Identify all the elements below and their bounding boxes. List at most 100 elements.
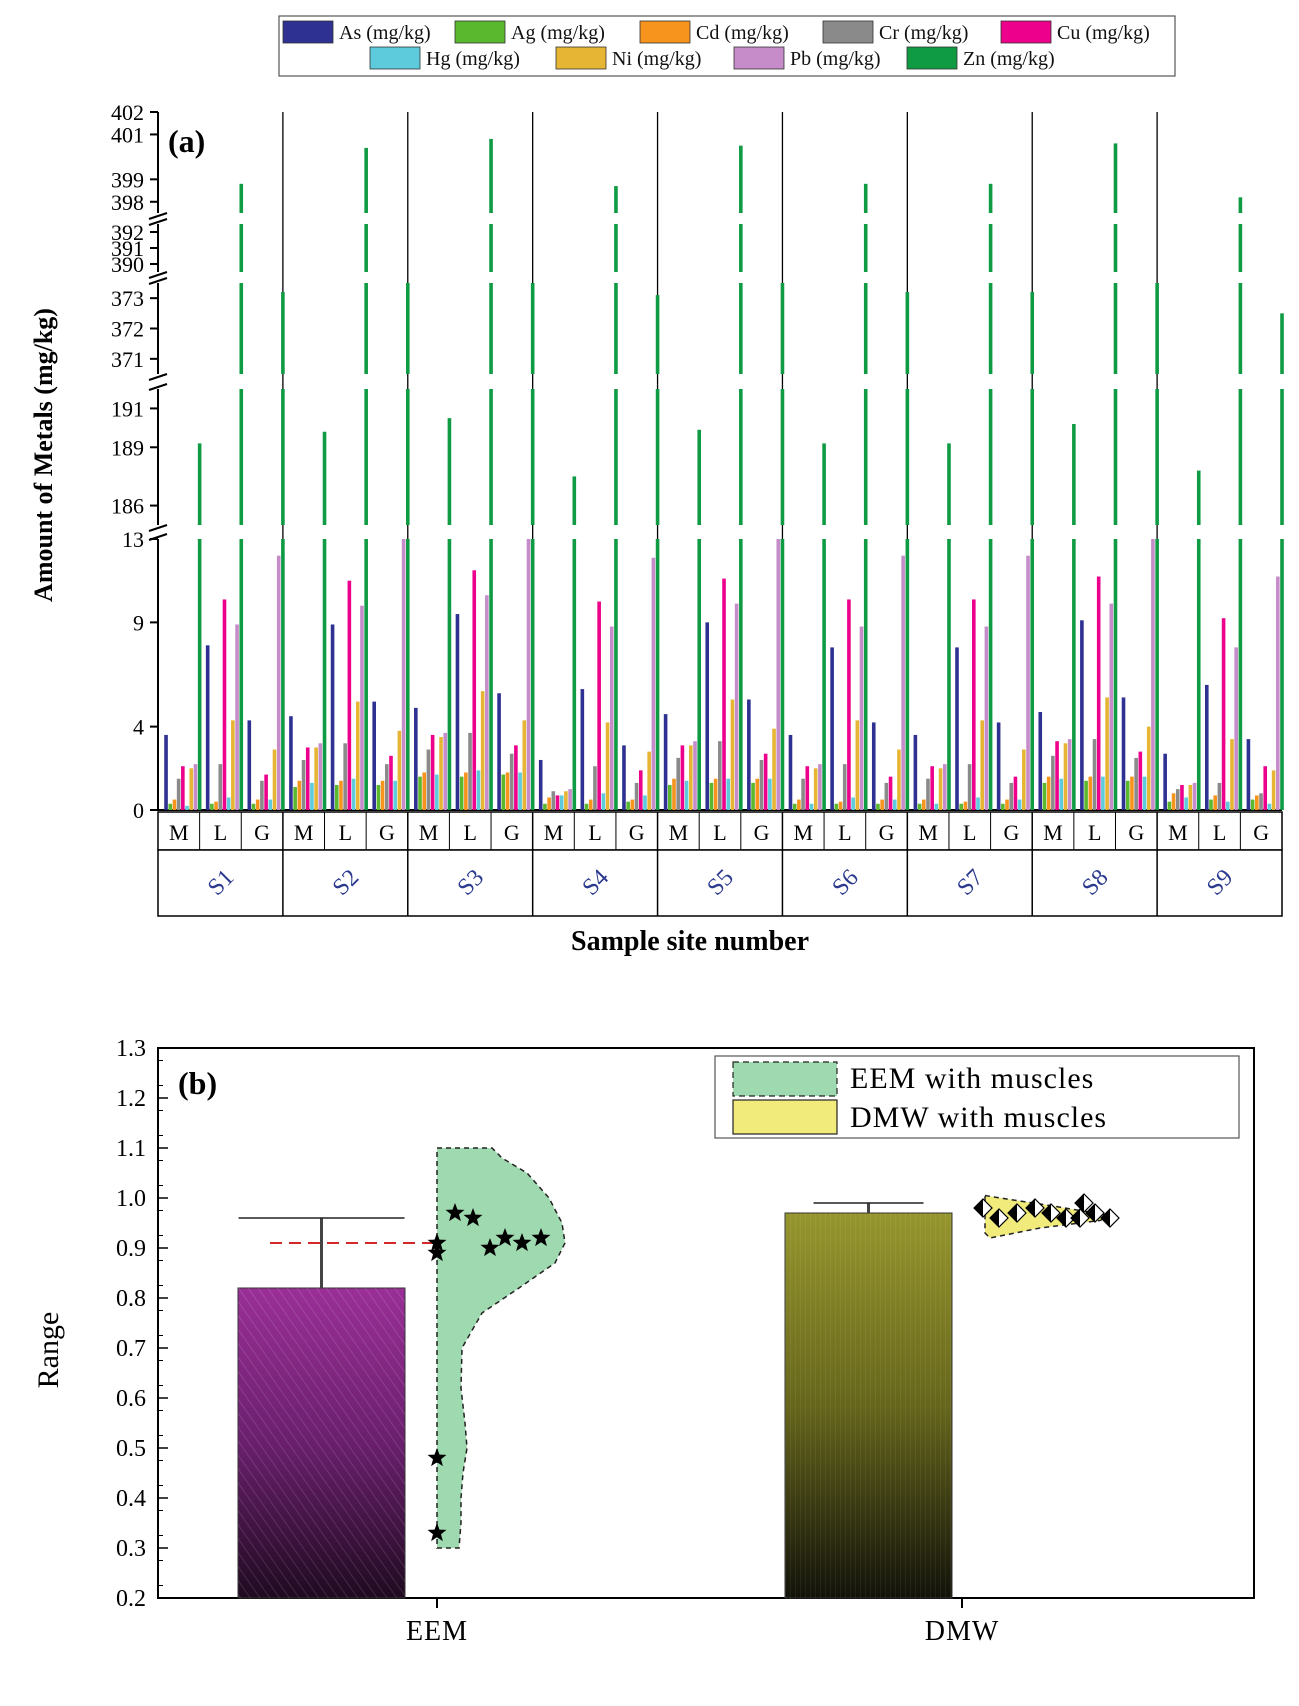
bar-s1-m-cd	[172, 799, 177, 810]
bar-s8-m-cd	[1046, 776, 1051, 810]
bar-s7-g-ni	[1022, 749, 1026, 810]
bar-s4-g-hg	[643, 795, 647, 810]
bar-s1-m-pb	[193, 764, 198, 810]
bar-s2-g-cu	[389, 755, 393, 810]
dmw-point-fill	[1042, 1204, 1051, 1222]
bar-s5-l-zn	[739, 389, 743, 525]
bar-s2-m-cd	[297, 780, 302, 810]
bar-s3-g-pb	[526, 539, 531, 810]
bar-s2-g-as	[372, 701, 376, 810]
bar-s7-l-cr	[967, 764, 972, 810]
bar-s4-l-zn	[614, 224, 618, 272]
bar-s1-g-cd	[255, 799, 260, 810]
bar-s2-m-ni	[314, 747, 318, 810]
bar-s2-l-hg	[351, 778, 356, 810]
bar-s5-g-hg	[768, 778, 772, 810]
bar-s6-l-cu	[847, 599, 851, 810]
legend-label-dmw: DMW with muscles	[850, 1101, 1107, 1134]
bar-s2-l-zn	[364, 147, 368, 213]
bar-s2-m-zn	[322, 539, 327, 810]
bar-s3-l-hg	[476, 770, 481, 810]
bar-s4-g-zn	[655, 295, 660, 374]
bar-s5-g-ni	[772, 728, 776, 810]
bar-s6-l-ag	[834, 803, 839, 810]
eem-data-point	[427, 1448, 447, 1467]
bar-s8-l-hg	[1101, 776, 1105, 810]
category-label-m: M	[419, 820, 439, 845]
bar-s9-l-pb	[1234, 647, 1238, 810]
bar-s6-m-ni	[813, 768, 818, 810]
category-label-l: L	[1213, 820, 1226, 845]
bar-s4-g-as	[622, 745, 626, 810]
bar-s1-m-cu	[181, 766, 185, 810]
bar-s8-l-zn	[1113, 224, 1118, 272]
violin-eem	[436, 1147, 566, 1549]
eem-data-point	[427, 1523, 447, 1542]
bar-s5-l-cu	[722, 578, 726, 810]
y-tick-label: 9	[133, 610, 144, 635]
bar-s2-g-pb	[401, 539, 406, 810]
bar-s6-g-cu	[888, 776, 893, 810]
bar-s5-g-zn	[780, 283, 785, 374]
bar-s1-g-ni	[272, 749, 277, 810]
bar-s9-g-ni	[1271, 770, 1276, 810]
eem-data-point	[480, 1238, 500, 1257]
category-label-l: L	[463, 820, 476, 845]
bar-s3-m-zn	[447, 418, 452, 525]
bar-s7-g-cd	[1005, 799, 1009, 810]
bar-s4-m-ni	[564, 791, 568, 810]
bar-s9-l-cr	[1217, 782, 1222, 810]
bar-s9-g-as	[1246, 739, 1251, 810]
bar-s4-l-ag	[584, 803, 589, 810]
bar-s1-g-hg	[268, 799, 273, 810]
bar-s7-m-as	[913, 734, 918, 810]
bar-s7-l-zn	[988, 183, 993, 213]
bar-s2-m-cu	[305, 747, 310, 810]
bar-s5-m-ag	[668, 784, 672, 810]
bar-s8-l-pb	[1109, 603, 1114, 810]
bar-s4-g-ag	[626, 801, 630, 810]
bar-s7-m-cr	[926, 778, 930, 810]
bar-s4-l-as	[580, 689, 585, 810]
bar-s8-m-hg	[1059, 778, 1064, 810]
bar-s1-l-zn	[239, 539, 244, 810]
category-label-l: L	[588, 820, 601, 845]
bar-s6-g-zn	[905, 539, 910, 810]
legend-label-ag: Ag (mg/kg)	[511, 22, 605, 44]
bar-s9-m-cu	[1180, 784, 1184, 810]
panel-b-violins	[427, 1147, 1120, 1549]
dmw-data-point	[973, 1198, 993, 1218]
y-tick-label: 390	[111, 252, 144, 277]
bar-s4-m-ag	[543, 803, 547, 810]
category-label-m: M	[169, 820, 189, 845]
panel-a-bars	[164, 138, 1284, 810]
bar-s8-l-zn	[1113, 283, 1118, 374]
bar-s2-g-hg	[393, 780, 397, 810]
bar-s2-l-as	[330, 624, 335, 810]
bar-s7-g-hg	[1017, 799, 1022, 810]
legend-swatch-as	[282, 20, 334, 44]
bar-s3-m-as	[414, 707, 418, 810]
bar-s6-g-ag	[876, 803, 880, 810]
category-label-l: L	[339, 820, 352, 845]
bar-s5-l-cd	[713, 778, 718, 810]
bar-s8-g-cu	[1138, 751, 1143, 810]
dmw-data-point	[1085, 1203, 1105, 1223]
bar-s7-g-cr	[1009, 782, 1014, 810]
panel-b-chart: (b) Range 0.2 0.3 0.4 0.5 0.6 0.7 0.8 0.9 1.0 1.1…	[32, 1036, 1255, 1647]
bar-s8-m-ni	[1063, 743, 1068, 810]
bar-s7-l-as	[955, 647, 959, 810]
bar-s4-l-zn	[614, 389, 618, 525]
bar-s9-g-cr	[1259, 793, 1263, 810]
bar-s7-l-zn	[988, 389, 993, 525]
category-label-g: G	[754, 820, 770, 845]
bar-s2-l-zn	[364, 283, 368, 374]
y-tick-label: 191	[111, 396, 144, 421]
bar-s4-g-zn	[655, 539, 660, 810]
bar-s2-m-as	[289, 716, 293, 810]
bar-s8-g-cd	[1130, 776, 1134, 810]
bar-s3-g-cd	[505, 772, 510, 810]
y-tick-label: 371	[111, 347, 144, 372]
bar-texture-eem	[238, 1288, 405, 1598]
